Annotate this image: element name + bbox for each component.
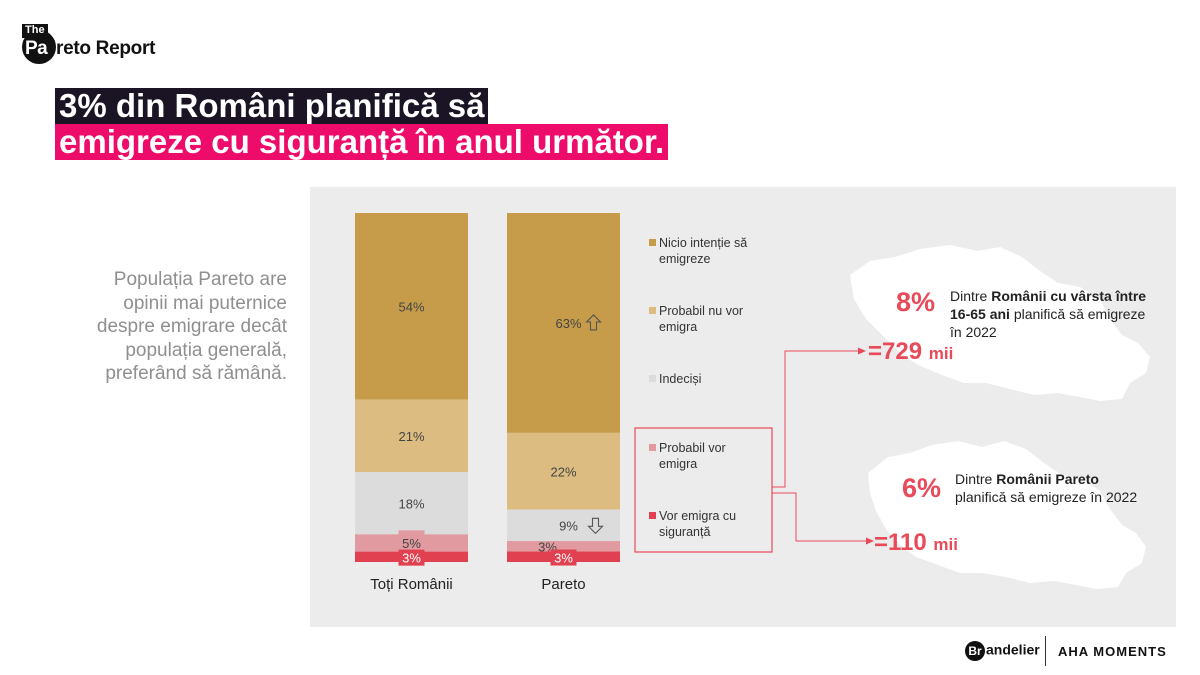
- romania-map-top: [850, 245, 1150, 401]
- legend-label-nicio-intentie-sa-emigreze-1: Nicio intenție să: [659, 236, 747, 250]
- connector-arrow-bottom: [866, 537, 874, 545]
- data-label-toti-romanii-nicio-intentie-sa-emigreze: 54%: [398, 299, 424, 314]
- map-bottom-text-pre: Dintre: [955, 471, 997, 487]
- title-line-2: emigreze cu siguranță în anul următor.: [55, 124, 669, 160]
- legend-label-probabil-nu-vor-emigra-2: emigra: [659, 320, 697, 334]
- connector-line-top: [772, 350, 858, 488]
- data-label-toti-romanii-vor-emigra-cu-siguranta: 3%: [402, 551, 421, 566]
- category-label-toti-romanii: Toți Românii: [370, 576, 453, 593]
- brandelier-text: andelier: [986, 641, 1040, 658]
- arrow-down-icon: [587, 517, 604, 535]
- map-top-percent: 8%: [896, 287, 936, 317]
- data-label-toti-romanii-probabil-vor-emigra: 5%: [402, 536, 421, 551]
- description-text: Populația Pareto are opinii mai puternic…: [96, 269, 287, 384]
- data-label-pareto-probabil-nu-vor-emigra: 22%: [550, 464, 576, 479]
- connector-arrow-top: [858, 347, 866, 355]
- map-top-text: Dintre Românii cu vârsta între 16-65 ani…: [950, 287, 1150, 341]
- data-label-pareto-vor-emigra-cu-siguranta: 3%: [554, 551, 573, 566]
- map-top-text-pre: Dintre: [950, 288, 992, 304]
- arrow-down-icon-shape: [587, 517, 604, 535]
- data-label-pareto-indecisi: 9%: [559, 518, 578, 533]
- data-label-tag-pareto: [550, 549, 577, 566]
- stacked-bar-chart: 54%21%18%5%3%Toți Românii63%22%9%3%3%Par…: [355, 213, 1150, 593]
- data-label-toti-romanii-indecisi: 18%: [398, 496, 424, 511]
- legend-swatch-indecisi: [649, 375, 656, 382]
- logo-circle: [22, 30, 56, 64]
- legend-label-probabil-nu-vor-emigra-1: Probabil nu vor: [659, 304, 743, 318]
- bar-pareto-probabil-vor-emigra: [507, 541, 620, 552]
- footer-divider: [1045, 636, 1046, 666]
- category-label-pareto: Pareto: [541, 576, 585, 593]
- legend-label-probabil-vor-emigra-2: emigra: [659, 457, 697, 471]
- data-label-pareto-nicio-intentie-sa-emigreze: 63%: [555, 316, 581, 331]
- chart-panel: 54% 21% 18% 5% 3% Toți Românii 63% 22% 9% 3% 3% Par…: [310, 187, 1176, 627]
- arrow-up-icon-shape: [585, 314, 602, 331]
- map-bottom-value: =110 mii: [874, 529, 958, 557]
- logo-report-text: reto Report: [56, 38, 156, 59]
- legend-label-indecisi-1: Indeciși: [659, 372, 701, 386]
- bar-toti-romanii-nicio-intentie-sa-emigreze: [355, 213, 468, 400]
- legend-highlight-box: [634, 427, 773, 553]
- bar-pareto-nicio-intentie-sa-emigreze: [507, 213, 620, 433]
- bar-toti-romanii-probabil-nu-vor-emigra: [355, 399, 468, 473]
- map-top-value-number: =729: [868, 338, 923, 365]
- romania-map-bottom: [868, 441, 1146, 589]
- legend-label-vor-emigra-cu-siguranta-1: Vor emigra cu: [659, 509, 736, 523]
- bar-pareto-probabil-nu-vor-emigra: [507, 432, 620, 510]
- brandelier-logo: Br andelier: [965, 641, 1040, 661]
- connector-line-bottom: [772, 492, 866, 542]
- legend-swatch-vor-emigra-cu-siguranta: [649, 512, 656, 519]
- bar-toti-romanii-indecisi: [355, 472, 468, 535]
- logo-pa-text: Pa: [25, 38, 48, 59]
- legend-swatch-probabil-nu-vor-emigra: [649, 307, 656, 314]
- legend-label-probabil-vor-emigra-1: Probabil vor: [659, 441, 726, 455]
- page-title: 3% din Români planifică să emigreze cu s…: [55, 88, 669, 160]
- pareto-report-logo: The Pa reto Report: [22, 24, 192, 64]
- arrow-up-icon: [585, 314, 602, 331]
- map-bottom-value-number: =110: [874, 529, 927, 556]
- map-top-text-bold: Românii cu vârsta între 16-65 ani: [950, 288, 1147, 322]
- aha-moments-logo: AHA MOMENTS: [1058, 644, 1167, 659]
- map-bottom-text-bold: Românii Pareto: [996, 471, 1099, 487]
- data-label-toti-romanii-probabil-nu-vor-emigra: 21%: [398, 429, 424, 444]
- map-bottom-percent: 6%: [902, 473, 942, 503]
- legend-label-nicio-intentie-sa-emigreze-2: emigreze: [659, 252, 710, 266]
- title-line-1: 3% din Români planifică să: [55, 88, 489, 124]
- brandelier-circle: Br: [965, 641, 985, 661]
- data-label-tag-toti-romanii: [398, 549, 425, 566]
- map-bottom-text: Dintre Românii Pareto planifică să emigr…: [955, 470, 1145, 506]
- bar-pareto-indecisi: [507, 509, 620, 542]
- legend-label-vor-emigra-cu-siguranta-2: siguranță: [659, 525, 710, 539]
- logo-the-text: The: [25, 24, 45, 36]
- map-top-text-post: planifică să emigreze în 2022: [950, 306, 1146, 340]
- map-top-value: =729 mii: [868, 338, 953, 366]
- map-bottom-value-unit: mii: [933, 535, 958, 554]
- legend-swatch-nicio-intentie-sa-emigreze: [649, 239, 656, 246]
- data-label-tag-probabil-toti-romanii: [398, 530, 425, 545]
- legend-swatch-probabil-vor-emigra: [649, 444, 656, 451]
- map-bottom-text-post: planifică să emigreze în 2022: [955, 489, 1138, 505]
- bars-group: 54%21%18%5%3%Toți Românii63%22%9%3%3%Par…: [355, 213, 620, 593]
- legend: Nicio intenție să emigreze Probabil nu vor…: [649, 236, 747, 539]
- map-top-value-unit: mii: [928, 344, 954, 363]
